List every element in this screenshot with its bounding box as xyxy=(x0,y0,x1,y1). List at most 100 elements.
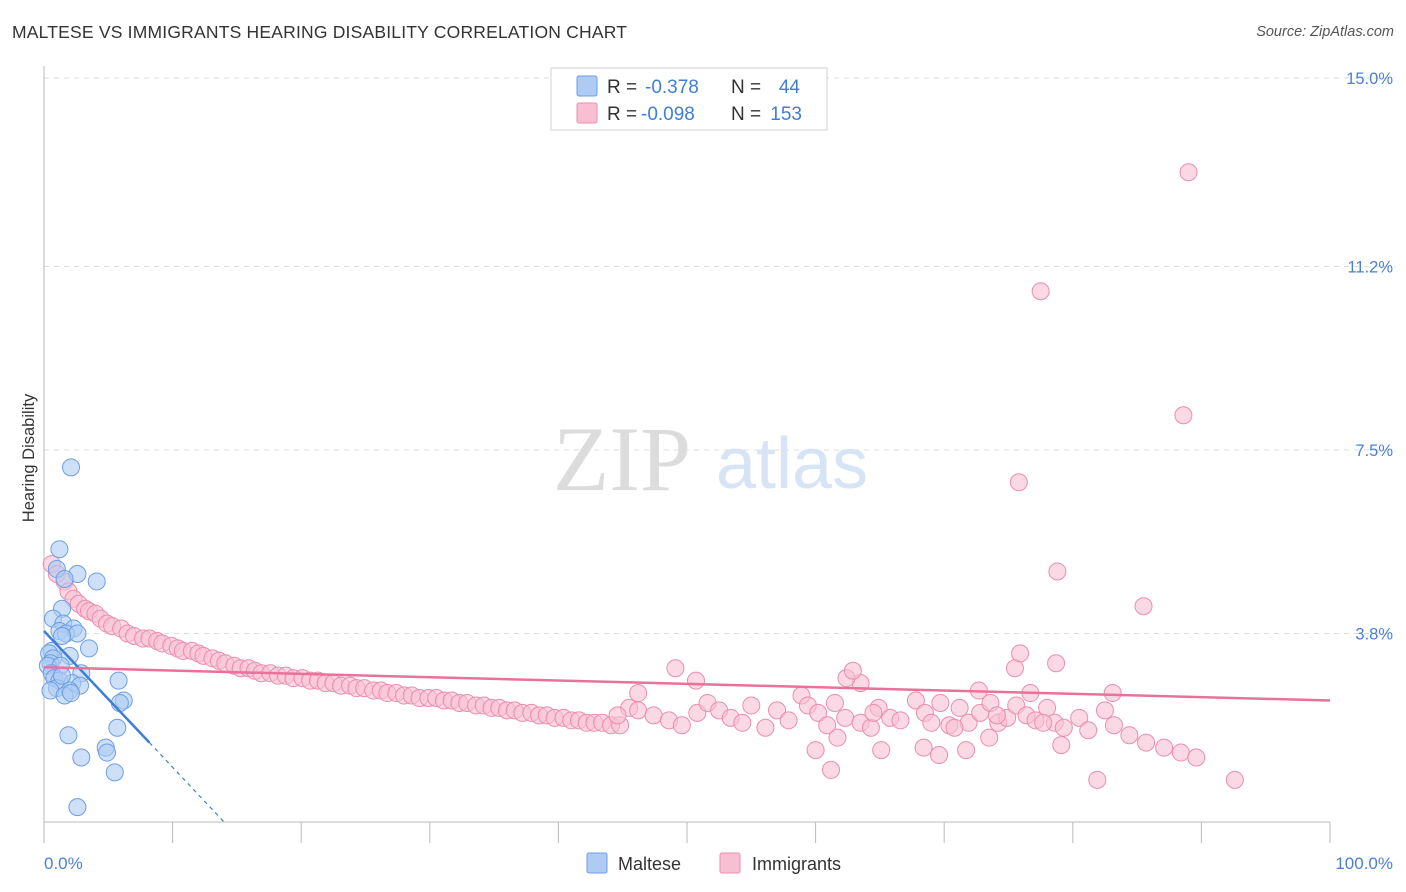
immigrants-point-152 xyxy=(930,746,949,765)
immigrants-point-103 xyxy=(906,691,925,710)
immigrants-point-108 xyxy=(950,698,969,717)
legend-maltese-r-label: R = xyxy=(607,77,637,98)
trendlines xyxy=(43,630,1331,823)
maltese-points xyxy=(38,458,133,817)
maltese-point-33 xyxy=(62,684,81,703)
maltese-point-40 xyxy=(72,748,91,767)
immigrants-point-151 xyxy=(914,738,933,757)
x-tick-labels: 0.0% 100.0% xyxy=(44,854,1393,873)
immigrants-point-150 xyxy=(1103,684,1122,703)
immigrants-point-127 xyxy=(1171,743,1190,762)
source-label: Source: ZipAtlas.com xyxy=(1256,24,1394,40)
legend-maltese-swatch xyxy=(576,75,598,97)
y-tick-label-2: 11.2% xyxy=(1347,258,1393,276)
immigrants-point-80 xyxy=(644,706,663,725)
y-axis-label: Hearing Disability xyxy=(20,393,38,522)
immigrants-point-161 xyxy=(1009,473,1028,492)
immigrants-point-96 xyxy=(825,693,844,712)
legend-maltese-n-value: 44 xyxy=(779,77,801,98)
immigrants-point-126 xyxy=(1155,738,1174,757)
maltese-trendline xyxy=(43,630,151,744)
immigrants-point-140 xyxy=(987,706,1006,725)
y-tick-labels: 3.8% 7.5% 11.2% 15.0% xyxy=(1346,70,1393,644)
stats-legend: R = -0.378 N = 44 R = -0.098 N = 153 xyxy=(550,67,828,131)
series-legend: Maltese Immigrants xyxy=(586,852,841,874)
immigrants-point-137 xyxy=(608,706,627,725)
immigrants-point-122 xyxy=(1095,701,1114,720)
immigrants-point-144 xyxy=(1011,644,1030,663)
maltese-point-42 xyxy=(68,798,87,817)
immigrants-point-125 xyxy=(1137,733,1156,752)
maltese-point-43 xyxy=(53,666,72,685)
immigrants-point-128 xyxy=(1187,748,1206,767)
immigrants-point-87 xyxy=(733,713,752,732)
immigrants-point-146 xyxy=(1047,654,1066,673)
immigrants-point-131 xyxy=(822,760,841,779)
immigrants-point-158 xyxy=(1174,406,1193,425)
maltese-trendline-extension xyxy=(149,742,225,823)
maltese-point-35 xyxy=(110,693,129,712)
maltese-point-39 xyxy=(98,743,117,762)
gridlines xyxy=(44,77,1395,635)
immigrants-point-97 xyxy=(836,708,855,727)
legend-immigrants-swatch xyxy=(576,102,598,124)
immigrants-point-149 xyxy=(1225,770,1244,789)
bottom-legend-immigrants-swatch xyxy=(719,852,741,874)
immigrants-point-147 xyxy=(1034,713,1053,732)
immigrants-point-154 xyxy=(945,718,964,737)
legend-maltese-n-label: N = xyxy=(731,77,761,98)
maltese-point-13 xyxy=(53,627,72,645)
legend-immigrants-r-value: -0.098 xyxy=(641,104,695,125)
watermark: ZIP atlas xyxy=(553,408,868,510)
y-tick-label-0: 3.8% xyxy=(1355,626,1393,644)
immigrants-point-141 xyxy=(980,728,999,747)
maltese-point-5 xyxy=(87,572,106,591)
immigrants-point-155 xyxy=(957,741,976,760)
immigrants-point-95 xyxy=(818,716,837,735)
immigrants-trendline xyxy=(43,665,1331,702)
immigrants-point-138 xyxy=(666,659,685,678)
immigrants-point-89 xyxy=(756,718,775,737)
legend-immigrants-n-value: 153 xyxy=(770,104,802,125)
maltese-point-4 xyxy=(55,569,74,588)
maltese-point-0 xyxy=(62,458,81,477)
immigrants-point-102 xyxy=(891,711,910,730)
immigrants-point-159 xyxy=(1179,163,1198,182)
immigrants-point-82 xyxy=(672,716,691,735)
immigrants-point-157 xyxy=(1134,597,1153,616)
immigrants-point-117 xyxy=(1038,698,1057,717)
bottom-legend-maltese-swatch xyxy=(586,852,608,874)
y-tick-label-3: 15.0% xyxy=(1346,70,1393,88)
legend-immigrants-r-label: R = xyxy=(607,104,637,125)
immigrants-point-88 xyxy=(742,696,761,715)
immigrants-point-153 xyxy=(872,741,891,760)
x-tick-label-0: 0.0% xyxy=(44,854,83,873)
immigrants-point-136 xyxy=(629,684,648,703)
immigrants-point-129 xyxy=(806,741,825,760)
maltese-point-41 xyxy=(105,763,124,782)
immigrants-point-134 xyxy=(864,703,883,722)
immigrants-point-120 xyxy=(1070,708,1089,727)
immigrants-point-121 xyxy=(1079,721,1098,740)
x-tick-label-1: 100.0% xyxy=(1335,854,1393,873)
immigrants-point-94 xyxy=(809,703,828,722)
immigrants-point-91 xyxy=(779,711,798,730)
immigrants-point-142 xyxy=(1052,736,1071,755)
watermark-zip: ZIP xyxy=(553,408,691,510)
maltese-point-36 xyxy=(108,718,127,737)
bottom-legend-immigrants-label: Immigrants xyxy=(752,854,841,874)
immigrants-point-160 xyxy=(1031,282,1050,301)
watermark-atlas: atlas xyxy=(716,424,868,504)
immigrants-point-139 xyxy=(843,661,862,680)
immigrants-point-148 xyxy=(1088,770,1107,789)
maltese-point-12 xyxy=(68,624,87,643)
y-tick-label-1: 7.5% xyxy=(1355,442,1393,460)
legend-maltese-r-value: -0.378 xyxy=(645,77,699,98)
maltese-point-26 xyxy=(109,671,128,690)
immigrants-point-99 xyxy=(861,718,880,737)
legend-immigrants-n-label: N = xyxy=(731,104,761,125)
immigrants-point-123 xyxy=(1104,716,1123,735)
immigrants-point-79 xyxy=(629,701,648,720)
bottom-legend-maltese-label: Maltese xyxy=(618,854,681,874)
